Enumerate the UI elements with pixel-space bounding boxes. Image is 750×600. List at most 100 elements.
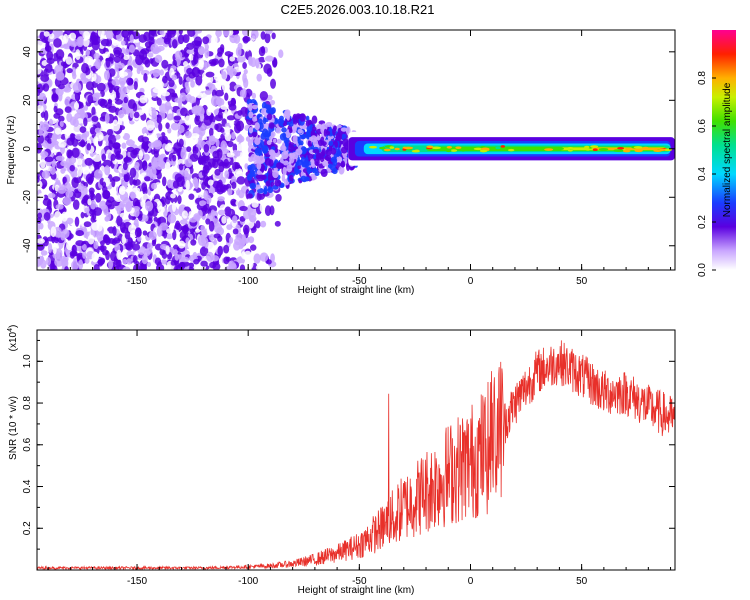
heatmap-cell <box>90 199 97 210</box>
heatmap-cell <box>81 243 87 251</box>
heatmap-cell <box>234 162 241 170</box>
heatmap-cell <box>55 155 65 161</box>
snr-x-tick-label: -150 <box>127 576 147 587</box>
heatmap-cell <box>243 69 248 75</box>
heatmap-cell <box>274 220 281 227</box>
heatmap-cell <box>101 181 107 189</box>
spectrogram-x-ticks: -150 -100 -50 0 50 <box>47 30 672 287</box>
heatmap-cell <box>54 257 64 267</box>
snr-series-line <box>37 340 675 570</box>
heatmap-cell <box>66 240 74 251</box>
heatmap-cell <box>177 34 185 45</box>
heatmap-cell <box>49 109 55 116</box>
heatmap-cell <box>145 119 155 131</box>
heatmap-cell <box>82 31 91 40</box>
heatmap-cell <box>132 243 141 251</box>
heatmap-cell <box>192 53 199 65</box>
heatmap-cell <box>40 250 48 256</box>
heatmap-cell <box>229 247 234 257</box>
heatmap-cell <box>38 128 43 136</box>
heatmap-cell <box>143 153 150 161</box>
heatmap-cell <box>116 249 122 260</box>
heatmap-cell <box>177 124 185 134</box>
heatmap-cell <box>224 170 230 179</box>
heatmap-cell <box>73 101 80 110</box>
heatmap-cell <box>232 228 239 235</box>
heatmap-cell <box>64 128 69 139</box>
heatmap-cell <box>188 193 195 200</box>
heatmap-cell <box>82 37 90 47</box>
heatmap-cell <box>239 205 248 212</box>
heatmap-cell <box>132 149 138 156</box>
heatmap-cell <box>332 160 338 167</box>
heatmap-cell <box>71 66 77 77</box>
heatmap-cell <box>139 95 148 104</box>
heatmap-cell <box>83 221 92 228</box>
spectrogram-y-tick-label: 20 <box>22 94 33 106</box>
heatmap-cell <box>37 134 45 144</box>
heatmap-cell <box>310 135 318 143</box>
heatmap-cell <box>186 146 192 153</box>
heatmap-cell <box>76 36 84 48</box>
heatmap-cell <box>239 89 245 98</box>
heatmap-cell <box>210 95 219 107</box>
heatmap-cell <box>93 169 103 180</box>
heatmap-cell <box>307 166 311 175</box>
spectrogram-y-tick-label: -20 <box>22 190 33 205</box>
heatmap-cell <box>47 192 56 199</box>
heatmap-cell <box>156 201 163 210</box>
heatmap-cell <box>245 258 254 270</box>
heatmap-cell <box>105 250 110 261</box>
heatmap-cell <box>138 149 144 160</box>
heatmap-cell <box>38 222 44 230</box>
colorbar-label: Normalized spectral amplitude <box>722 82 733 217</box>
heatmap-cell <box>42 120 50 132</box>
heatmap-cell <box>95 192 102 203</box>
heatmap-cell <box>141 182 148 193</box>
heatmap-cell <box>129 34 134 44</box>
heatmap-cell <box>219 127 225 133</box>
heatmap-cell <box>338 165 345 175</box>
heatmap-cell <box>282 166 287 176</box>
heatmap-cell <box>259 202 265 213</box>
heatmap-cell <box>258 122 264 130</box>
heatmap-cell <box>115 134 121 140</box>
heatmap-cell <box>55 203 64 210</box>
heatmap-cell <box>166 227 174 234</box>
heatmap-cell <box>228 44 238 53</box>
heatmap-hotspot <box>557 147 564 151</box>
heatmap-cell <box>189 139 196 147</box>
heatmap-cell <box>112 119 118 127</box>
heatmap-cell <box>69 40 78 47</box>
heatmap-cell <box>213 233 221 239</box>
heatmap-cell <box>302 160 310 169</box>
heatmap-cell <box>148 230 157 241</box>
heatmap-cell <box>258 155 265 164</box>
heatmap-cell <box>288 174 294 182</box>
snr-x-ticks: -150 -100 -50 0 50 <box>47 330 672 587</box>
heatmap-cell <box>250 153 258 162</box>
heatmap-cell <box>254 137 261 146</box>
heatmap-cell <box>63 87 72 93</box>
heatmap-cell <box>261 145 269 154</box>
heatmap-hotspot <box>379 146 386 150</box>
heatmap-hotspot <box>394 147 400 151</box>
heatmap-cell <box>44 156 54 163</box>
heatmap-cell <box>158 81 164 89</box>
heatmap-cell <box>206 107 212 116</box>
snr-x-tick-label: 0 <box>468 576 474 587</box>
heatmap-cell <box>83 104 89 111</box>
heatmap-cell <box>97 30 105 38</box>
heatmap-cell <box>216 188 224 195</box>
heatmap-cell <box>197 106 205 117</box>
heatmap-cell <box>192 146 199 154</box>
heatmap-cell <box>214 89 224 97</box>
heatmap-cell <box>224 92 229 101</box>
heatmap-cell <box>112 237 121 244</box>
heatmap-cell <box>345 126 351 135</box>
heatmap-cell <box>129 176 134 186</box>
snr-y-tick-label: 0.8 <box>22 396 33 410</box>
heatmap-cell <box>125 139 135 147</box>
heatmap-cell <box>239 264 246 270</box>
heatmap-cell <box>175 220 181 231</box>
